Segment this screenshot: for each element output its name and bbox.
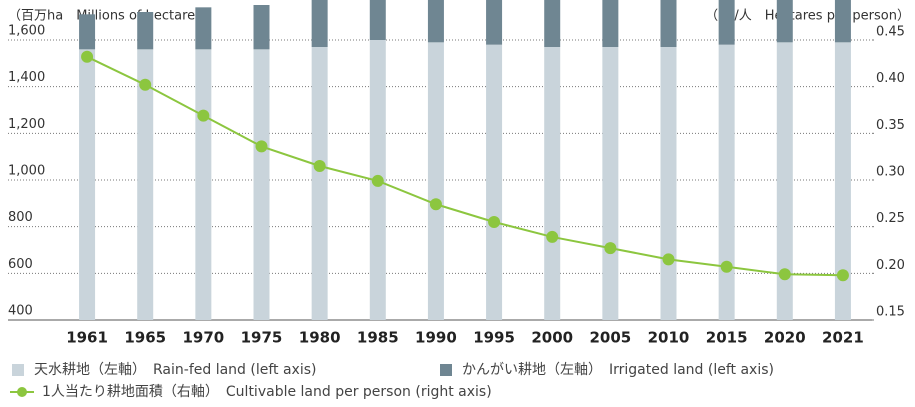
y-tick-label: 1,000 [8, 164, 45, 179]
y-axis-label: （百万ha Millions of hectares） [8, 9, 215, 24]
bar [776, 42, 793, 320]
y2-tick-label: 0.25 [876, 211, 905, 226]
line-marker [836, 269, 849, 282]
bar [602, 47, 619, 320]
line-marker [255, 140, 268, 153]
bar [834, 42, 851, 320]
bar [486, 0, 503, 45]
x-tick-label: 1961 [66, 329, 108, 347]
y2-tick-label: 0.20 [876, 258, 905, 273]
x-tick-label: 2005 [589, 329, 631, 347]
x-tick-label: 2015 [706, 329, 748, 347]
legend-swatch [17, 387, 27, 397]
x-tick-label: 1980 [299, 329, 341, 347]
x-tick-label: 2000 [531, 329, 573, 347]
legend-swatch [440, 364, 452, 376]
y2-tick-label: 0.45 [876, 25, 905, 40]
bar [544, 47, 561, 320]
line-marker [488, 216, 501, 228]
y-tick-label: 600 [8, 257, 33, 272]
bar [427, 42, 444, 320]
legend-label: 1人当たり耕地面積（右軸） Cultivable land per person… [42, 383, 492, 400]
line-marker [81, 50, 94, 63]
x-tick-label: 1970 [182, 329, 224, 347]
legend-label: 天水耕地（左軸） Rain-fed land (left axis) [34, 361, 316, 378]
legend-swatch [12, 364, 24, 376]
line-marker [720, 260, 733, 273]
bar [253, 49, 270, 320]
bar [137, 12, 154, 50]
bar [718, 0, 735, 45]
y-tick-label: 1,400 [8, 70, 45, 85]
y-tick-label: 400 [8, 304, 33, 319]
line-marker [197, 109, 210, 122]
bar [253, 5, 270, 50]
bar [776, 0, 793, 43]
legend-label: かんがい耕地（左軸） Irrigated land (left axis) [462, 361, 774, 378]
x-tick-label: 1990 [415, 329, 457, 347]
bar [79, 49, 96, 320]
bar [311, 47, 328, 320]
line-marker [778, 268, 791, 281]
bar [369, 0, 386, 41]
line-marker [604, 242, 617, 255]
line [86, 55, 843, 277]
x-tick-label: 1975 [241, 329, 283, 347]
bar [718, 44, 735, 321]
line-marker [429, 198, 442, 211]
line-marker [662, 253, 675, 266]
x-tick-label: 1985 [357, 329, 399, 347]
line-marker [313, 160, 326, 172]
x-tick-label: 2010 [648, 329, 690, 347]
x-tick-label: 1995 [473, 329, 515, 347]
bar [311, 0, 328, 47]
bar [79, 14, 96, 50]
x-tick-label: 2020 [764, 329, 806, 347]
y2-axis-label: （ha/人 Hectares per person） [705, 9, 910, 24]
bar [602, 0, 619, 47]
line-marker [546, 230, 559, 243]
y-tick-label: 800 [8, 210, 33, 225]
x-tick-label: 2021 [822, 329, 864, 347]
y2-tick-label: 0.40 [876, 71, 905, 86]
bar [137, 49, 154, 320]
y2-tick-label: 0.15 [876, 305, 905, 320]
bar [427, 0, 444, 43]
bar [486, 44, 503, 321]
bar [195, 7, 212, 50]
bar [195, 49, 212, 320]
line-marker [371, 174, 384, 187]
bar [834, 0, 851, 43]
bar [660, 0, 677, 48]
y2-tick-label: 0.30 [876, 165, 905, 180]
bar [544, 0, 561, 48]
line-marker [139, 78, 152, 91]
bar [660, 47, 677, 320]
x-tick-label: 1965 [124, 329, 166, 347]
y-tick-label: 1,200 [8, 117, 45, 132]
y2-tick-label: 0.35 [876, 118, 905, 133]
y-tick-label: 1,600 [8, 24, 45, 39]
